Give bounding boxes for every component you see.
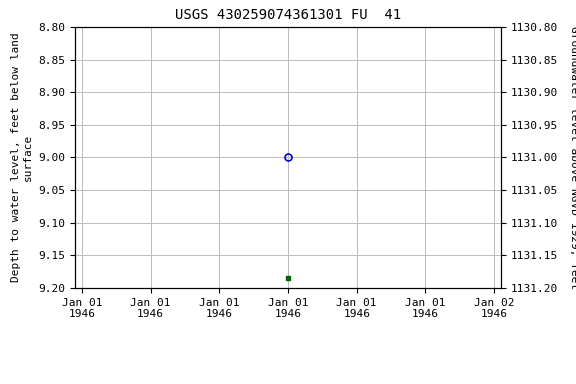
Y-axis label: Groundwater level above NGVD 1929, feet: Groundwater level above NGVD 1929, feet: [569, 26, 576, 289]
Y-axis label: Depth to water level, feet below land
surface: Depth to water level, feet below land su…: [11, 33, 33, 282]
Title: USGS 430259074361301 FU  41: USGS 430259074361301 FU 41: [175, 8, 401, 22]
Legend: Period of approved data: Period of approved data: [188, 381, 388, 384]
